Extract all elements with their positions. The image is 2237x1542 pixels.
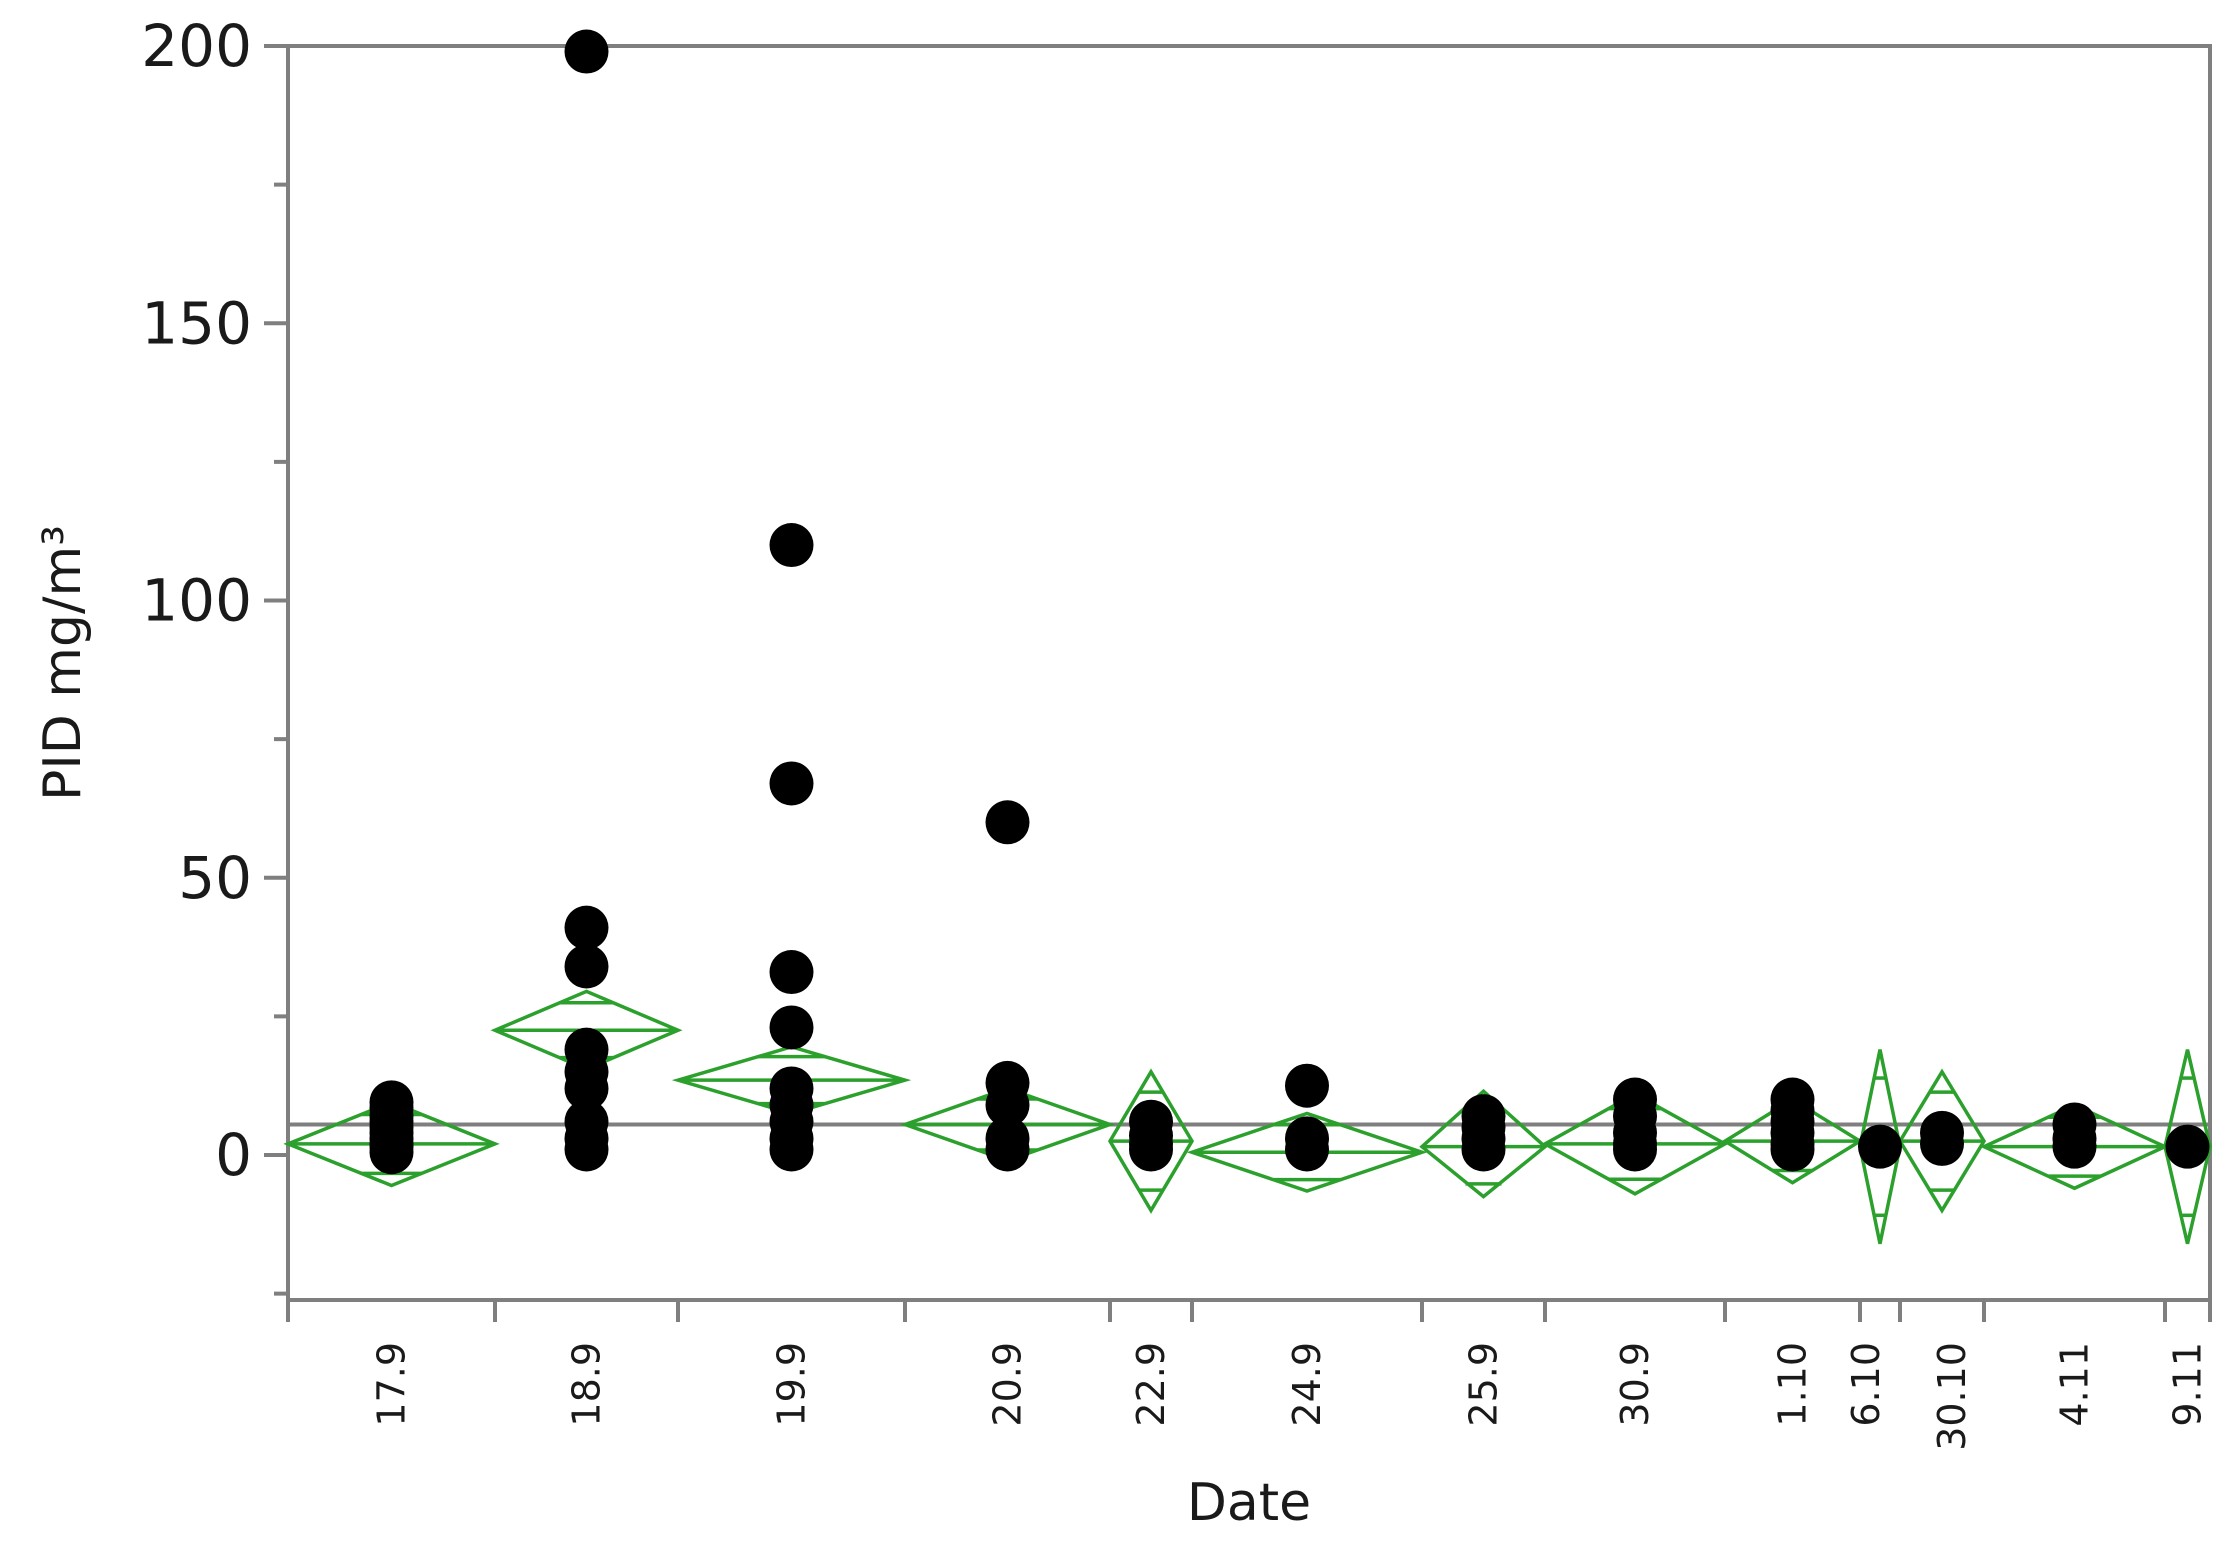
data-point — [2052, 1124, 2097, 1169]
data-point — [2165, 1124, 2210, 1169]
plot-frame — [286, 44, 2212, 1302]
data-point — [369, 1080, 414, 1125]
data-point — [1285, 1063, 1329, 1108]
x-axis: 17.9 18.9 19.9 20.9 22.9 24.9 25.9 30.9 1.10 6.10… — [286, 1300, 2212, 1451]
data-point — [1858, 1124, 1902, 1169]
y-tick-label: 100 — [141, 567, 252, 635]
data-point — [985, 1127, 1030, 1172]
y-tick-label: 50 — [178, 844, 252, 912]
x-tick-label: 30.10 — [1930, 1342, 1974, 1451]
x-tick-label: 18.9 — [565, 1342, 609, 1427]
x-tick-label: 22.9 — [1129, 1342, 1173, 1427]
data-point — [1461, 1127, 1506, 1172]
x-tick-label: 20.9 — [986, 1342, 1030, 1427]
data-point — [1920, 1121, 1964, 1166]
data-point — [1285, 1127, 1329, 1172]
data-point — [985, 800, 1030, 845]
data-point — [769, 1127, 814, 1172]
y-tick-label: 0 — [215, 1121, 252, 1189]
y-axis-title: PID mg/m³ — [33, 525, 93, 801]
data-point — [1770, 1127, 1815, 1172]
y-axis: 0 50 100 150 200 — [141, 12, 288, 1296]
data-points — [369, 29, 2210, 1175]
x-tick-label: 9.11 — [2166, 1342, 2210, 1427]
data-point — [564, 1127, 609, 1172]
data-point — [564, 944, 609, 989]
data-point — [769, 950, 814, 995]
data-point — [985, 1083, 1030, 1128]
data-point — [1613, 1127, 1657, 1172]
x-tick-label: 4.11 — [2053, 1342, 2097, 1427]
data-point — [769, 761, 814, 806]
x-tick-label: 19.9 — [770, 1342, 814, 1427]
x-tick-label: 1.10 — [1771, 1342, 1815, 1427]
data-point — [564, 905, 609, 950]
data-point — [769, 523, 814, 568]
x-tick-label: 17.9 — [370, 1342, 414, 1427]
x-tick-label: 25.9 — [1462, 1342, 1506, 1427]
x-tick-label: 30.9 — [1613, 1342, 1657, 1427]
data-point — [564, 29, 609, 74]
y-tick-label: 200 — [141, 12, 252, 80]
data-point — [564, 1066, 609, 1111]
data-point — [1129, 1127, 1173, 1172]
y-tick-label: 150 — [141, 289, 252, 357]
data-point — [769, 1005, 814, 1050]
x-tick-label: 24.9 — [1285, 1342, 1329, 1427]
x-axis-title: Date — [1187, 1473, 1311, 1533]
x-tick-label: 6.10 — [1844, 1342, 1888, 1427]
